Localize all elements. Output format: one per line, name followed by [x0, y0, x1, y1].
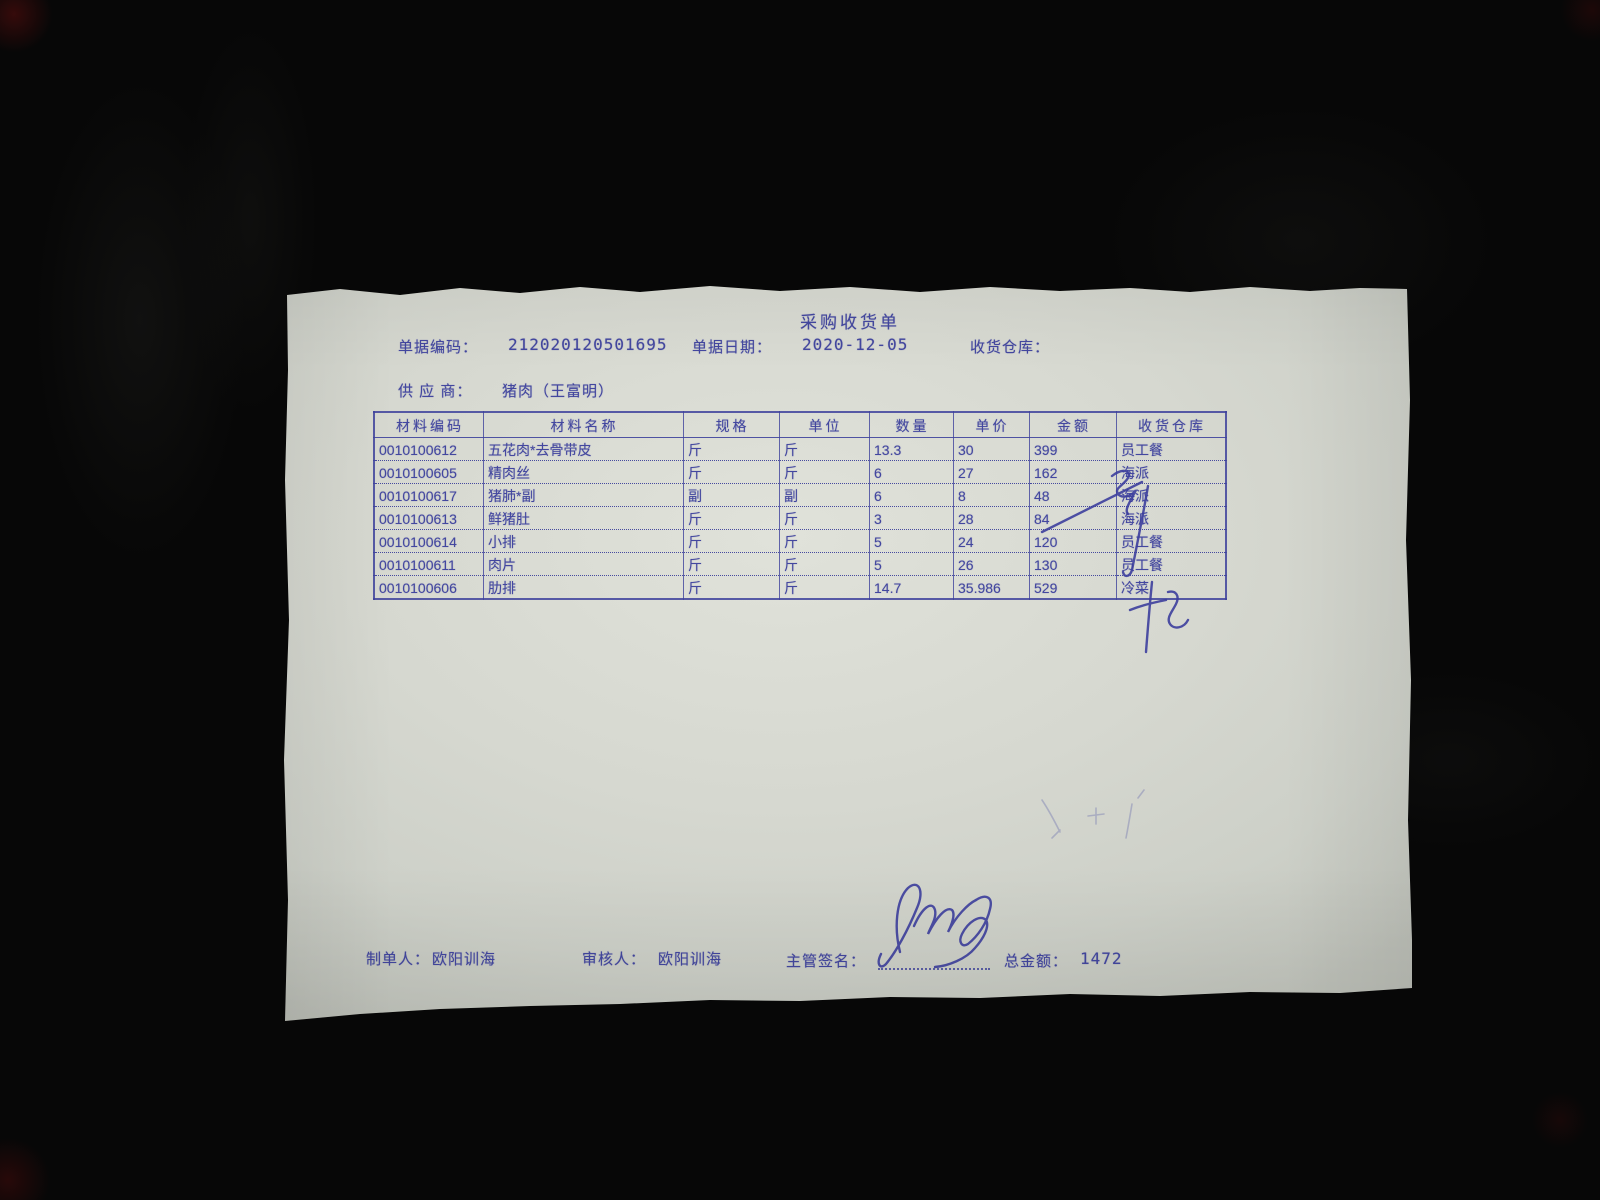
- table-cell: 斤: [779, 575, 870, 600]
- total-value: 1472: [1080, 949, 1123, 968]
- table-cell: 副: [779, 483, 870, 507]
- supplier-label: 供 应 商：: [398, 383, 473, 400]
- table-cell: 斤: [779, 552, 870, 576]
- table-cell: 0010100605: [373, 460, 484, 484]
- table-cell: 120: [1029, 529, 1117, 553]
- faint-marks: [1041, 789, 1145, 839]
- table-cell: 鲜猪肚: [483, 506, 684, 530]
- table-cell: 肋排: [483, 575, 684, 600]
- table-cell: 399: [1029, 437, 1117, 461]
- table-cell: 27: [953, 460, 1030, 484]
- table-cell: 30: [953, 437, 1030, 461]
- table-cell: 6: [869, 460, 954, 484]
- table-cell: 0010100606: [373, 575, 484, 600]
- table-cell: 14.7: [869, 575, 954, 600]
- table-cell: 5: [869, 529, 954, 553]
- table-cell: 斤: [683, 552, 780, 576]
- table-cell: 斤: [683, 460, 780, 484]
- sign-label: 主管签名：: [786, 953, 867, 970]
- column-header: 数量: [869, 411, 954, 438]
- table-cell: 48: [1029, 483, 1117, 507]
- items-table: 材料编码 材料名称 规格 单位 数量 单价 金额 收货仓库 0010100612 五花肉*去骨带…: [373, 411, 1227, 600]
- table-cell: 斤: [779, 506, 870, 530]
- table-cell: 员工餐: [1116, 437, 1227, 461]
- auditor-value: 欧阳训海: [658, 951, 723, 968]
- supervisor-signature: [877, 883, 992, 969]
- table-row: 0010100617 猪肺*副副副 6 8 48 海派: [373, 483, 1227, 507]
- table-cell: 6: [869, 483, 954, 507]
- column-header: 收货仓库: [1116, 411, 1227, 438]
- table-cell: 海派: [1116, 460, 1227, 484]
- column-header: 材料名称: [483, 411, 684, 438]
- table-cell: 529: [1029, 575, 1117, 600]
- table-cell: 斤: [779, 460, 870, 484]
- table-cell: 海派: [1116, 506, 1227, 530]
- table-cell: 130: [1029, 552, 1117, 576]
- doc-no-label: 单据编码：: [398, 339, 479, 356]
- table-cell: 斤: [683, 506, 780, 530]
- maker-label: 制单人：: [366, 951, 431, 968]
- supplier-value: 猪肉（王富明）: [502, 383, 615, 400]
- table-cell: 84: [1029, 506, 1117, 530]
- table-cell: 5: [869, 552, 954, 576]
- warehouse-label: 收货仓库：: [970, 339, 1051, 356]
- doc-no-value: 212020120501695: [508, 335, 668, 354]
- column-header: 金额: [1029, 411, 1117, 438]
- table-cell: 猪肺*副: [483, 483, 684, 507]
- auditor-label: 审核人：: [582, 951, 647, 968]
- doc-date-label: 单据日期：: [692, 339, 773, 356]
- table-cell: 斤: [683, 575, 780, 600]
- table-row: 0010100611 肉片斤斤 5 26 130 员工餐: [373, 552, 1227, 576]
- table-cell: 精肉丝: [483, 460, 684, 484]
- table-cell: 0010100612: [373, 437, 484, 461]
- signature-underline: [878, 968, 990, 970]
- table-cell: 海派: [1116, 483, 1227, 507]
- doc-date-value: 2020-12-05: [802, 335, 909, 354]
- column-header: 单价: [953, 411, 1030, 438]
- document-title: 采购收货单: [800, 313, 900, 332]
- column-header: 规格: [683, 411, 780, 438]
- table-row: 0010100614 小排斤斤 5 24 120 员工餐: [373, 529, 1227, 553]
- table-row: 0010100606 肋排斤斤 14.7 35.986 529 冷菜: [373, 575, 1227, 600]
- table-cell: 13.3: [869, 437, 954, 461]
- table-row: 0010100605 精肉丝斤斤 6 27 162 海派: [373, 460, 1227, 484]
- maker-value: 欧阳训海: [432, 951, 497, 968]
- table-cell: 0010100614: [373, 529, 484, 553]
- table-cell: 162: [1029, 460, 1117, 484]
- table-cell: 斤: [779, 529, 870, 553]
- table-cell: 员工餐: [1116, 529, 1227, 553]
- table-cell: 员工餐: [1116, 552, 1227, 576]
- table-cell: 副: [683, 483, 780, 507]
- table-cell: 24: [953, 529, 1030, 553]
- table-cell: 斤: [683, 437, 780, 461]
- table-cell: 0010100611: [373, 552, 484, 576]
- receipt-paper: 采购收货单 单据编码： 212020120501695 单据日期： 2020-1…: [284, 286, 1412, 1021]
- table-cell: 小排: [483, 529, 684, 553]
- table-row: 0010100612 五花肉*去骨带皮斤斤 13.3 30 399 员工餐: [373, 437, 1227, 461]
- table-cell: 斤: [683, 529, 780, 553]
- table-header-row: 材料编码 材料名称 规格 单位 数量 单价 金额 收货仓库: [373, 411, 1227, 438]
- table-cell: 35.986: [953, 575, 1030, 600]
- table-row: 0010100613 鲜猪肚斤斤 3 28 84 海派: [373, 506, 1227, 530]
- table-cell: 26: [953, 552, 1030, 576]
- total-label: 总金额：: [1004, 953, 1069, 970]
- table-cell: 0010100613: [373, 506, 484, 530]
- table-cell: 五花肉*去骨带皮: [483, 437, 684, 461]
- table-cell: 0010100617: [373, 483, 484, 507]
- column-header: 单位: [779, 411, 870, 438]
- table-cell: 28: [953, 506, 1030, 530]
- table-cell: 3: [869, 506, 954, 530]
- table-cell: 冷菜: [1116, 575, 1227, 600]
- table-cell: 8: [953, 483, 1030, 507]
- table-cell: 肉片: [483, 552, 684, 576]
- column-header: 材料编码: [373, 411, 484, 438]
- table-cell: 斤: [779, 437, 870, 461]
